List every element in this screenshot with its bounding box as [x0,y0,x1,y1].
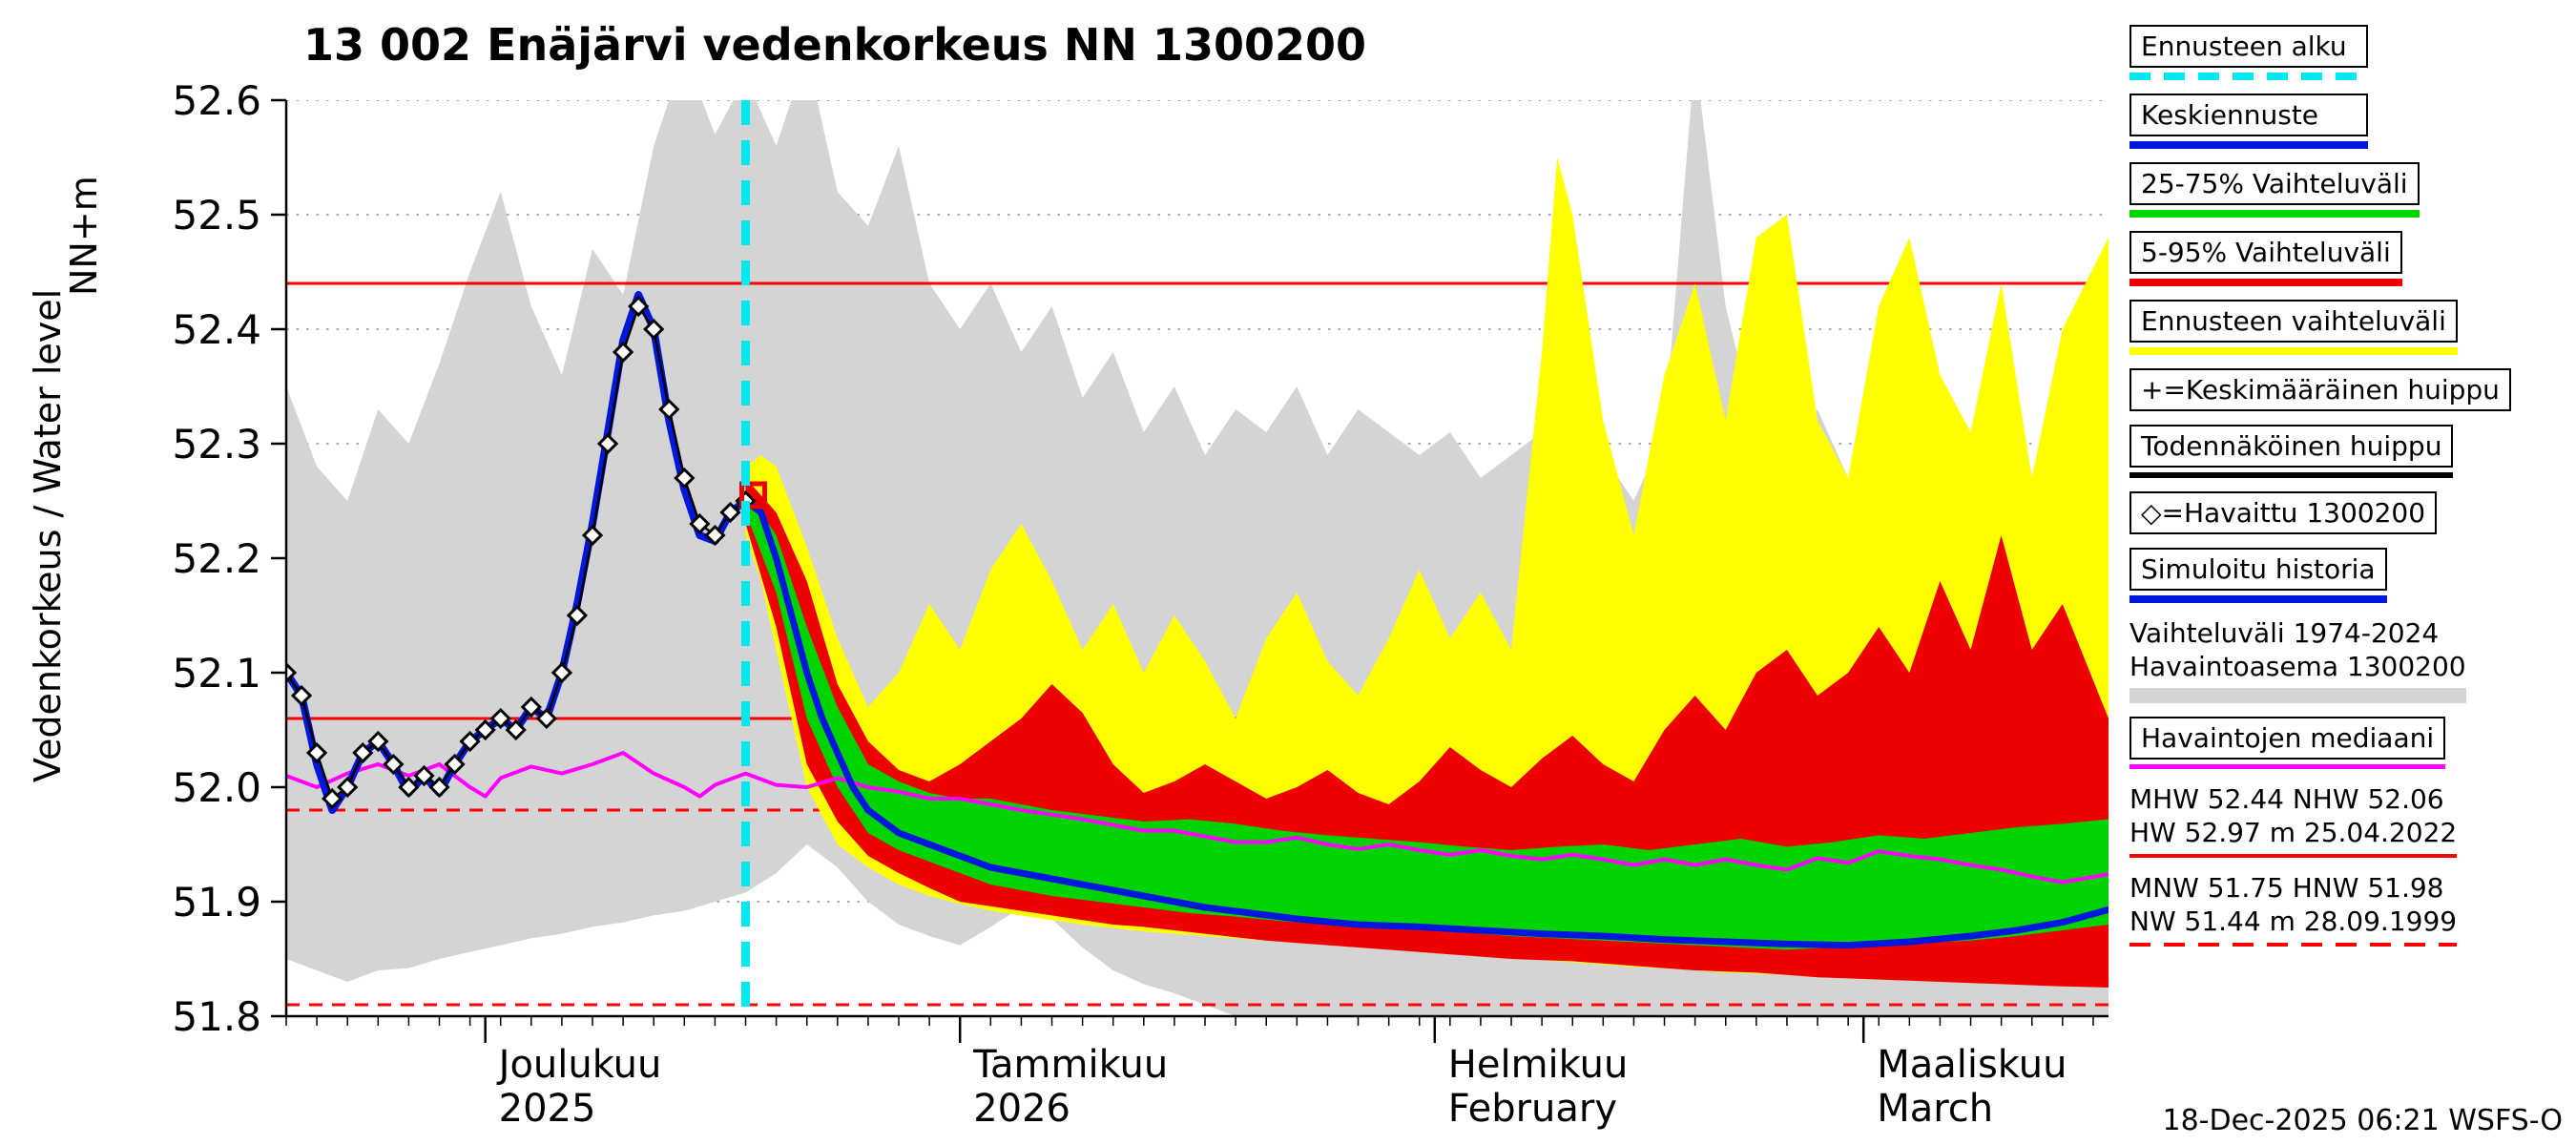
axes: 51.8 51.9 52.0 52.1 52.2 52.3 52.4 52.5 52.6 Joul… [172,77,2109,1131]
legend-sample-range-25-75 [2129,210,2420,218]
legend-label-observation-median: Havaintojen mediaani [2129,717,2446,760]
legend-label-average-peak: +=Keskimääräinen huippu [2129,368,2511,411]
legend-label-simulated-history: Simuloitu historia [2129,548,2387,591]
legend-sample-forecast-range [2129,347,2458,355]
plot-layers [286,100,2109,1016]
legend-item-observed: ◇=Havaittu 1300200 [2129,491,2438,534]
legend-sample-observation-median [2129,764,2446,769]
legend-sample-median-forecast [2129,141,2368,149]
legend-sample-mhw-stats [2129,854,2458,858]
legend-label-mnw-stats: MNW 51.75 HNW 51.98 NW 51.44 m 28.09.1999 [2129,872,2458,937]
observed-diamond-markers [286,295,757,810]
y-tick-label: 52.4 [172,306,261,353]
forecast-median-line [742,497,2109,949]
legend-item-mnw-stats: MNW 51.75 HNW 51.98 NW 51.44 m 28.09.1999 [2129,871,2458,947]
legend-sample-range-5-95 [2129,279,2402,286]
legend-item-median-forecast: Keskiennuste [2129,94,2368,149]
probable-peak-marker [739,481,768,510]
legend-item-historical-range: Vaihteluväli 1974-2024 Havaintoasema 1300… [2129,616,2466,703]
legend-item-average-peak: +=Keskimääräinen huippu [2129,368,2511,411]
month-sublabel: February [1448,1087,1617,1131]
legend-item-range-5-95: 5-95% Vaihteluväli [2129,231,2402,286]
legend-sample-historical-range [2129,688,2466,703]
y-axis-label: Vedenkorkeus / Water level [27,288,69,782]
legend-sample-forecast-start [2129,73,2368,80]
legend: Ennusteen alku Keskiennuste 25-75% Vaihtel… [2129,25,2570,947]
legend-label-mhw-stats: MHW 52.44 NHW 52.06 HW 52.97 m 25.04.2022 [2129,783,2458,848]
legend-item-range-25-75: 25-75% Vaihteluväli [2129,162,2420,218]
month-sublabel: March [1877,1087,1993,1131]
legend-item-simulated-history: Simuloitu historia [2129,548,2387,603]
y-axis-unit-label: NN+m [63,176,105,296]
month-label: Helmikuu [1448,1043,1629,1087]
y-tick-label: 51.9 [172,879,261,926]
range-25-75-band [745,489,2109,950]
y-tick-label: 52.1 [172,650,261,697]
legend-label-range-5-95: 5-95% Vaihteluväli [2129,231,2402,274]
legend-label-forecast-range: Ennusteen vaihteluväli [2129,300,2458,343]
legend-item-probable-peak: Todennäköinen huippu [2129,425,2454,478]
page-title: 13 002 Enäjärvi vedenkorkeus NN 1300200 [303,19,1366,71]
legend-item-forecast-start: Ennusteen alku [2129,25,2368,80]
timestamp: 18-Dec-2025 06:21 WSFS-O [2162,1104,2563,1137]
legend-label-median-forecast: Keskiennuste [2129,94,2368,136]
legend-item-observation-median: Havaintojen mediaani [2129,717,2446,769]
month-sublabel: 2025 [499,1087,596,1131]
month-sublabel: 2026 [973,1087,1070,1131]
y-tick-label: 52.5 [172,192,261,239]
legend-item-forecast-range: Ennusteen vaihteluväli [2129,300,2458,355]
y-tick-label: 52.6 [172,77,261,124]
median-of-observations-line [286,751,2109,885]
y-tick-label: 52.2 [172,535,261,582]
legend-sample-mnw-stats [2129,943,2458,947]
y-tick-label: 52.0 [172,764,261,811]
legend-label-range-25-75: 25-75% Vaihteluväli [2129,162,2420,205]
y-tick-label: 52.3 [172,421,261,468]
month-label: Joulukuu [496,1043,662,1087]
legend-sample-simulated-history [2129,595,2387,603]
month-label: Maaliskuu [1877,1043,2067,1087]
legend-item-mhw-stats: MHW 52.44 NHW 52.06 HW 52.97 m 25.04.2022 [2129,782,2458,858]
legend-label-probable-peak: Todennäköinen huippu [2129,425,2454,468]
legend-sample-probable-peak [2129,472,2454,478]
legend-label-historical-range: Vaihteluväli 1974-2024 Havaintoasema 1300… [2129,617,2466,682]
y-tick-label: 51.8 [172,993,261,1040]
legend-label-observed: ◇=Havaittu 1300200 [2129,491,2438,534]
legend-label-forecast-start: Ennusteen alku [2129,25,2368,68]
month-label: Tammikuu [972,1043,1168,1087]
